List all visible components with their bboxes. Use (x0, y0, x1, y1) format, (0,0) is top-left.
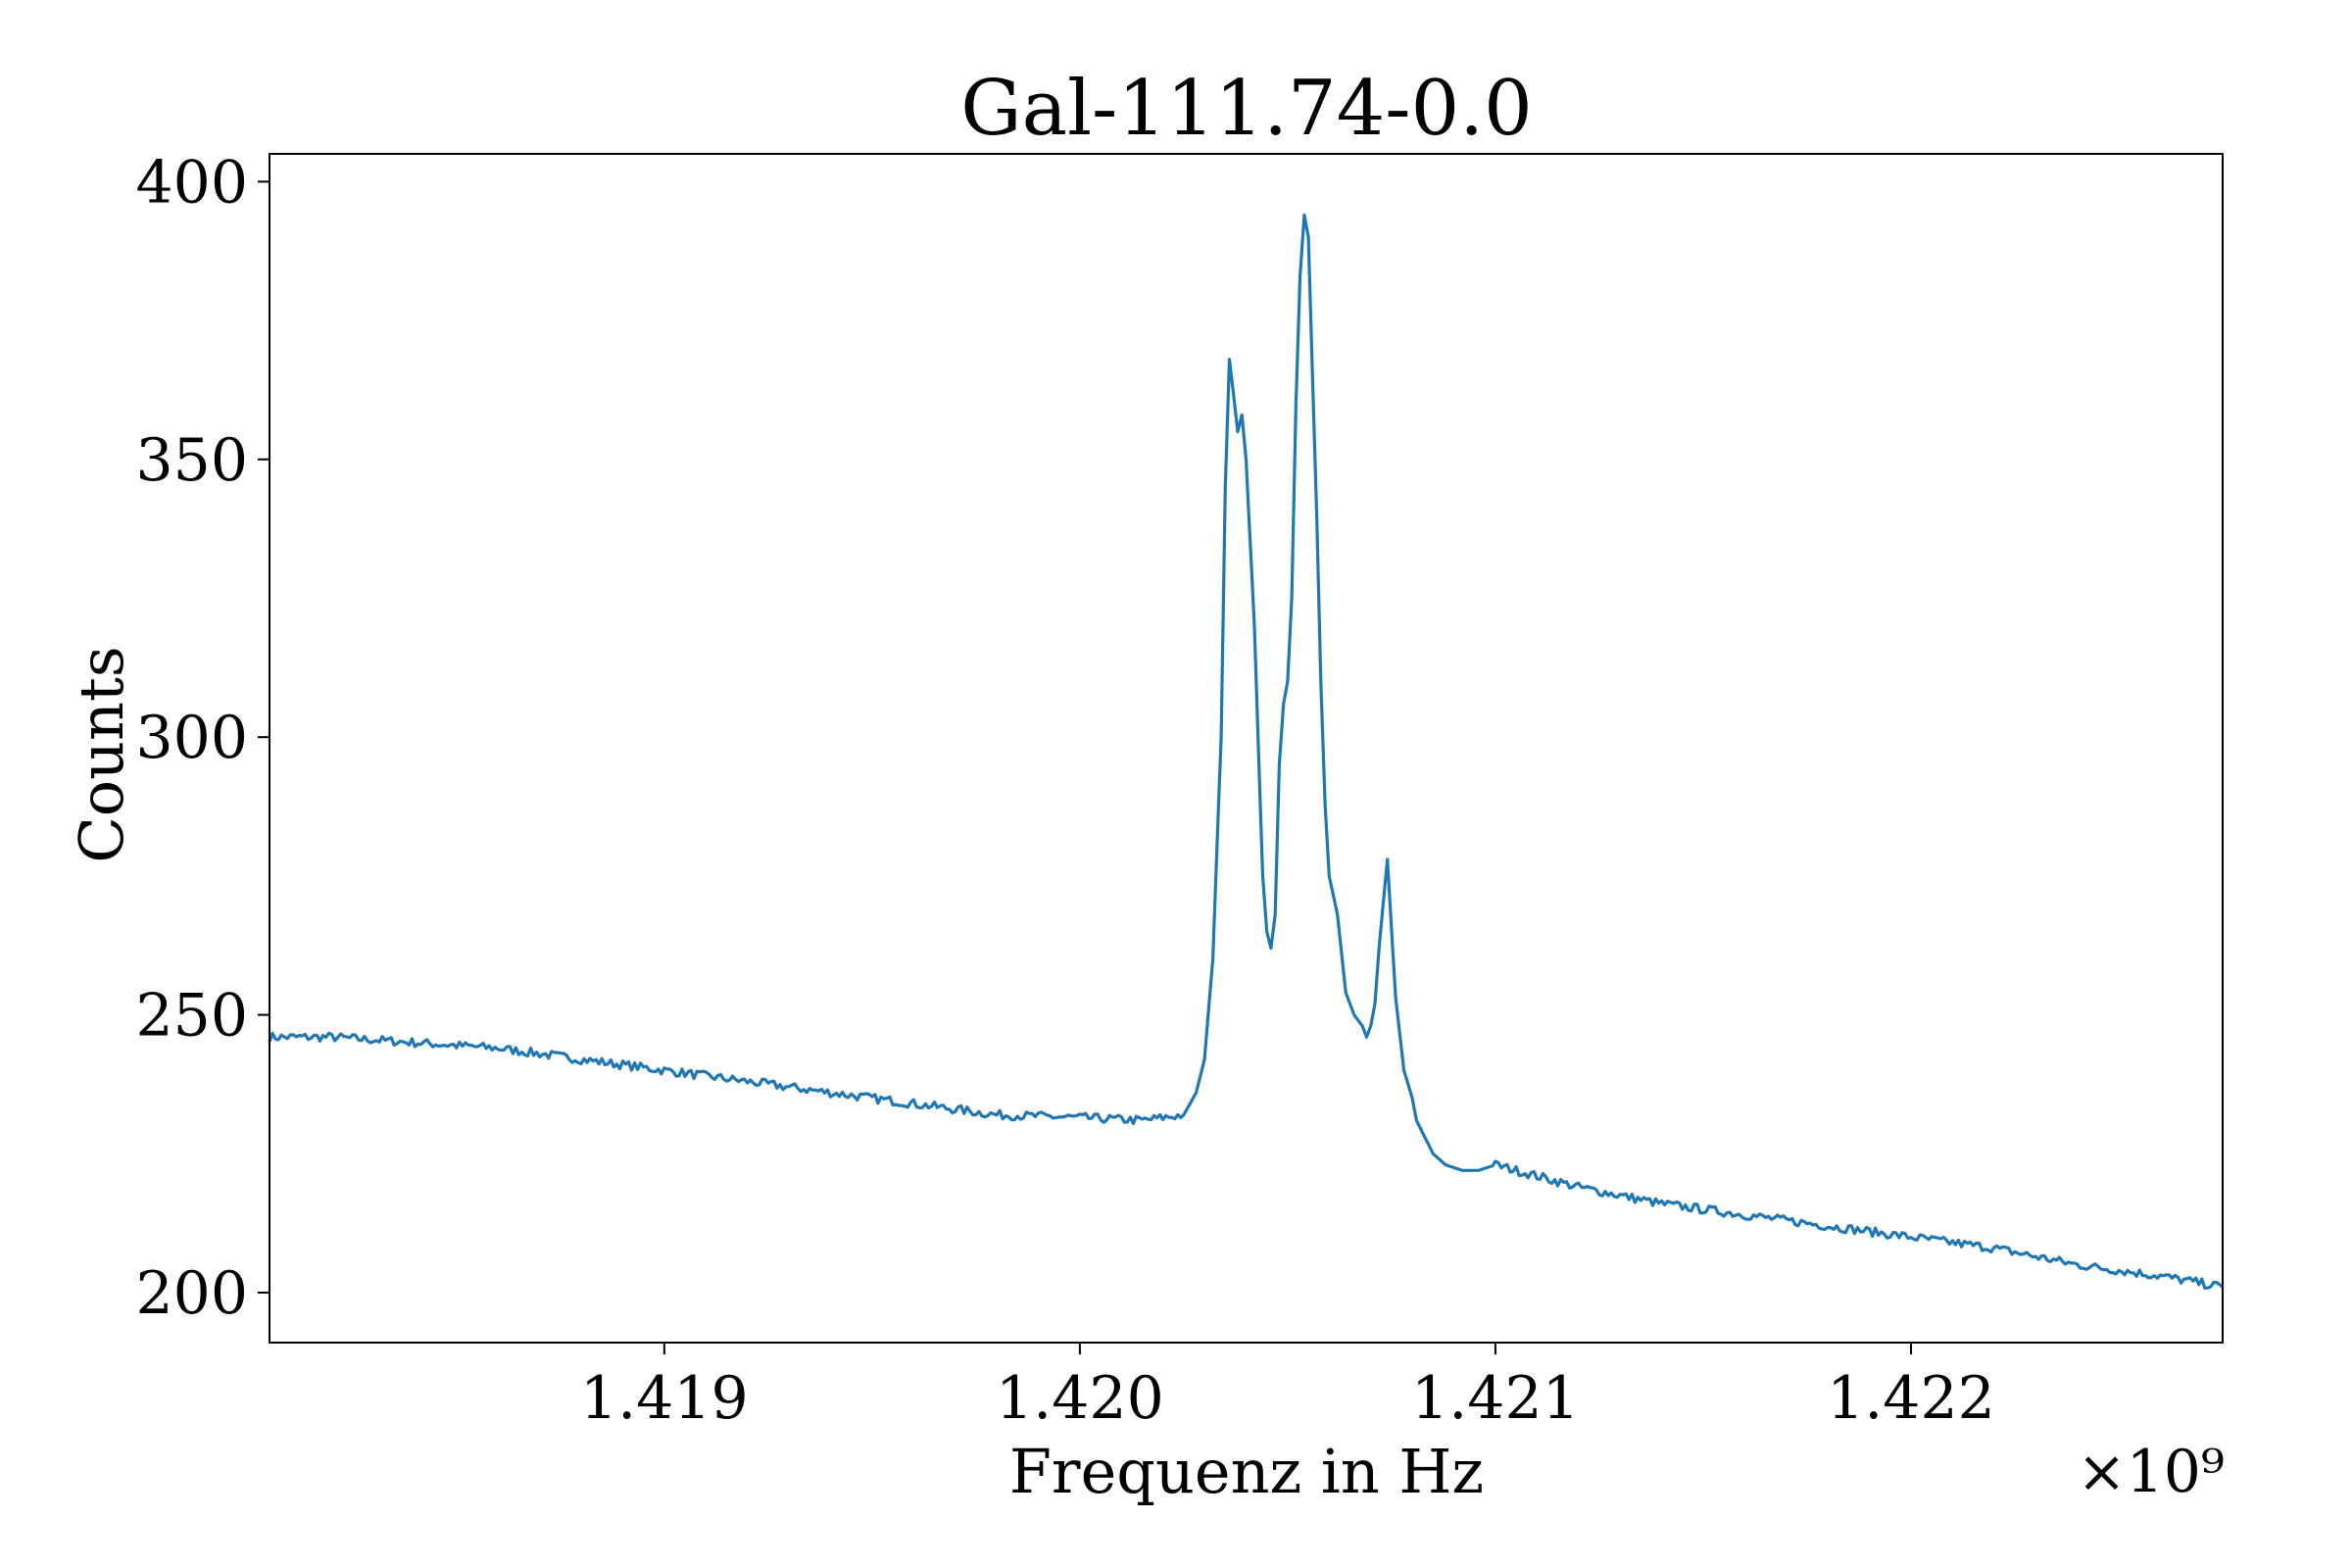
plot-frame (269, 153, 2224, 1344)
y-axis: 200 250 300 350 400 (135, 148, 270, 1328)
y-axis-label: Counts (66, 646, 137, 862)
x-tick-label: 1.420 (996, 1364, 1164, 1433)
x-tick-label: 1.419 (580, 1364, 749, 1433)
chart-title: Gal-111.74-0.0 (960, 65, 1532, 153)
x-axis-label: Frequenz in Hz (1009, 1436, 1484, 1507)
y-tick-label: 250 (135, 982, 248, 1051)
y-tick-label: 350 (135, 426, 248, 495)
plot-area (268, 153, 2225, 1344)
y-tick-label: 300 (135, 704, 248, 772)
x-axis: 1.419 1.420 1.421 1.422 (580, 1343, 1995, 1433)
series-line (268, 213, 2225, 1290)
x-tick-label: 1.421 (1411, 1364, 1580, 1433)
y-tick-label: 400 (135, 148, 248, 217)
x-tick-label: 1.422 (1827, 1364, 1995, 1433)
x-axis-offset-label: ×10⁹ (2077, 1438, 2225, 1506)
y-tick-label: 200 (135, 1259, 248, 1328)
